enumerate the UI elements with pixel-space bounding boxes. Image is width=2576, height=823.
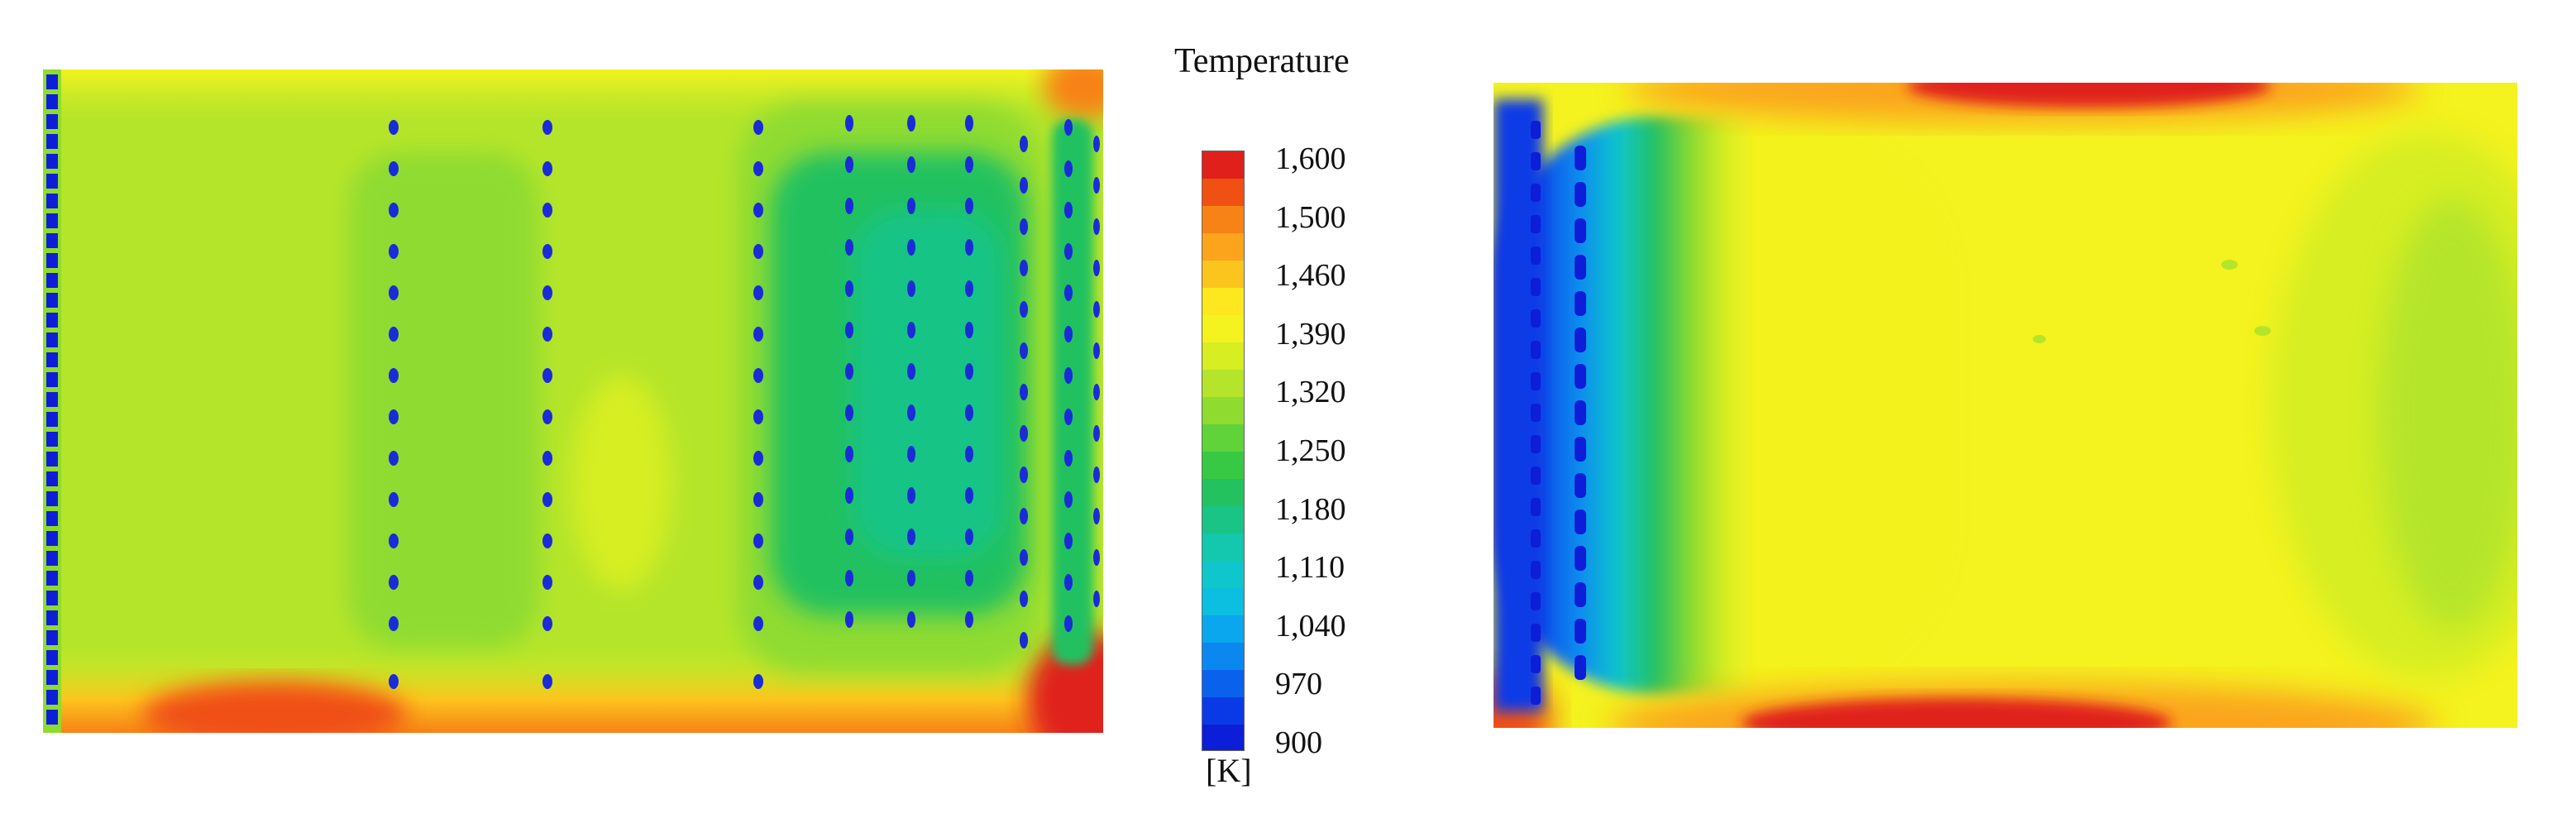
- legend-title: Temperature: [1174, 42, 1350, 80]
- right-top-hot-spot: [1907, 83, 2271, 108]
- legend-tick-label: 1,600: [1275, 141, 1346, 176]
- legend-color-band: [1202, 479, 1244, 506]
- legend-color-band: [1202, 506, 1244, 534]
- left-cooling-zone-edge: [1052, 119, 1093, 665]
- right-green-core: [2378, 199, 2517, 629]
- legend-color-band: [1202, 261, 1244, 288]
- legend-color-band: [1202, 288, 1244, 315]
- left-tube-row-7: [1020, 136, 1028, 648]
- left-tube-row-5: [907, 115, 915, 628]
- legend-color-band: [1202, 179, 1244, 206]
- legend-tick-label: 1,320: [1275, 375, 1346, 410]
- temperature-legend: Temperature 1,600 1,500 1,460 1,390 1,320 1,2…: [1158, 33, 1406, 802]
- right-contour-plot: [1494, 83, 2517, 728]
- legend-tick-label: 1,460: [1275, 258, 1346, 294]
- right-bottom-hot-spot: [1742, 698, 2172, 728]
- color-scale-bar: [1202, 151, 1245, 751]
- left-tube-row-1: [389, 120, 399, 689]
- legend-color-band: [1202, 233, 1244, 261]
- left-tube-row-4: [845, 115, 853, 628]
- left-cooling-zone-1: [349, 152, 539, 648]
- legend-color-band: [1202, 397, 1244, 424]
- legend-color-band: [1202, 315, 1244, 342]
- legend-tick-label: 1,250: [1275, 433, 1346, 468]
- legend-color-band: [1202, 424, 1244, 452]
- legend-color-band: [1202, 670, 1244, 697]
- legend-color-band: [1202, 370, 1244, 397]
- left-tube-row-3: [753, 120, 763, 689]
- legend-color-band: [1202, 206, 1244, 233]
- left-tube-row-2: [542, 120, 552, 689]
- left-hot-spot-bottom: [142, 682, 407, 733]
- left-wall-column: [43, 69, 61, 733]
- right-tube-column-2: [1575, 146, 1586, 680]
- left-tube-row-9: [1093, 136, 1100, 607]
- legend-tick-label: 1,500: [1275, 199, 1346, 235]
- legend-unit: [K]: [1206, 752, 1252, 789]
- left-warm-gap: [572, 376, 671, 591]
- legend-color-band: [1202, 697, 1244, 725]
- legend-color-band: [1202, 615, 1244, 643]
- legend-tick-label: 1,390: [1275, 316, 1346, 352]
- left-contour-plot: [43, 69, 1103, 733]
- left-temperature-contour: [43, 69, 1103, 733]
- left-cooling-zone-4: [853, 210, 1002, 557]
- right-temperature-contour: [1494, 83, 2517, 728]
- right-cold-gradient-zone: [1494, 116, 1957, 695]
- legend-tick-label: 1,180: [1275, 491, 1346, 527]
- left-tube-row-6: [965, 115, 973, 628]
- legend-color-band: [1202, 534, 1244, 561]
- legend-color-band: [1202, 725, 1244, 750]
- legend-color-band: [1202, 588, 1244, 615]
- right-minor-features: [2033, 260, 2467, 477]
- legend-tick-label: 900: [1275, 725, 1322, 760]
- legend-color-band: [1202, 151, 1244, 179]
- legend-tick-label: 1,110: [1275, 550, 1345, 586]
- left-tube-row-8: [1064, 119, 1073, 632]
- left-hot-spot-top-corner: [1044, 69, 1103, 119]
- legend-tick-label: 1,040: [1275, 608, 1346, 644]
- legend-color-band: [1202, 561, 1244, 588]
- legend-color-band: [1202, 643, 1244, 670]
- right-tube-column-1: [1531, 121, 1541, 705]
- legend-color-band: [1202, 452, 1244, 479]
- legend-tick-label: 970: [1275, 667, 1322, 702]
- legend-color-band: [1202, 342, 1244, 370]
